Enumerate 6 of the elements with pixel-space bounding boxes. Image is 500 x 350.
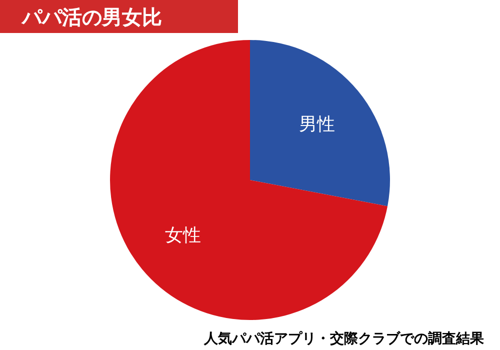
pie-slice — [110, 40, 388, 320]
slice-label: 女性 — [165, 224, 202, 246]
chart-title: パパ活の男女比 — [21, 5, 162, 29]
text: 人気パパ活アプリ・交際クラブでの調査結果 — [203, 330, 485, 347]
pie-slice — [250, 40, 390, 206]
slice-label: 男性 — [298, 114, 335, 136]
